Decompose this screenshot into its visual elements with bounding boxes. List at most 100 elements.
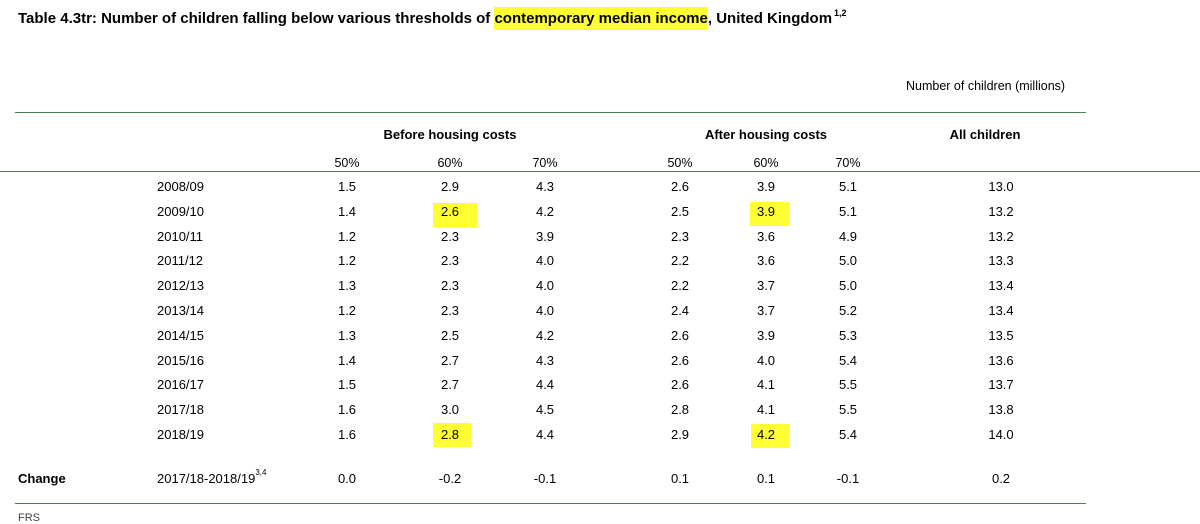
table-cell: 2.5 <box>440 328 460 343</box>
change-label: Change <box>18 471 66 486</box>
table-cell: 4.2 <box>535 204 555 219</box>
bottom-rule <box>15 503 1086 504</box>
table-cell: 1.4 <box>337 353 357 368</box>
table-cell: 1.4 <box>337 204 357 219</box>
table-cell: 4.9 <box>838 229 858 244</box>
table-cell: 3.6 <box>756 229 776 244</box>
table-cell: 4.0 <box>535 303 555 318</box>
row-year: 2010/11 <box>157 229 204 244</box>
col-header-ahc-60: 60% <box>753 156 779 170</box>
table-cell: 13.8 <box>988 402 1014 417</box>
table-cell: 5.5 <box>838 402 858 417</box>
table-cell: 3.6 <box>756 253 776 268</box>
table-cell: 4.3 <box>535 179 555 194</box>
table-cell: 1.6 <box>337 427 357 442</box>
table-cell: 13.2 <box>988 204 1014 219</box>
highlight-marker <box>751 424 789 448</box>
table-cell: 13.3 <box>988 253 1014 268</box>
table-cell: 5.4 <box>838 427 858 442</box>
row-year: 2013/14 <box>157 303 204 318</box>
table-cell: 4.1 <box>756 377 776 392</box>
table-cell: 13.4 <box>988 303 1014 318</box>
table-cell: 4.5 <box>535 402 555 417</box>
table-cell: 4.0 <box>535 253 555 268</box>
table-cell: 13.5 <box>988 328 1014 343</box>
units-note: Number of children (millions) <box>906 79 1066 93</box>
table-cell: 1.2 <box>337 253 357 268</box>
change-footnote-refs: 3,4 <box>255 468 267 477</box>
top-rule <box>15 112 1086 113</box>
table-cell: 14.0 <box>988 427 1014 442</box>
table-cell: 2.6 <box>670 377 690 392</box>
table-cell: 5.1 <box>838 204 858 219</box>
table-cell: 3.9 <box>756 179 776 194</box>
group-header-ahc: After housing costs <box>704 127 828 142</box>
row-year: 2018/19 <box>157 427 204 442</box>
row-year: 2014/15 <box>157 328 204 343</box>
col-header-ahc-50: 50% <box>667 156 693 170</box>
table-cell: 1.2 <box>337 303 357 318</box>
table-cell: 5.5 <box>838 377 858 392</box>
table-cell: 2.5 <box>670 204 690 219</box>
title-prefix: Table 4.3tr: Number of children falling … <box>18 10 495 27</box>
table-cell: 2.4 <box>670 303 690 318</box>
table-cell: 13.6 <box>988 353 1014 368</box>
table-cell: 4.1 <box>756 402 776 417</box>
row-year: 2016/17 <box>157 377 204 392</box>
table-cell: 2.3 <box>440 229 460 244</box>
table-cell: 2.2 <box>670 278 690 293</box>
table-cell: 3.9 <box>756 204 776 219</box>
change-cell: 0.1 <box>670 471 690 486</box>
table-cell: 2.7 <box>440 377 460 392</box>
group-header-bhc: Before housing costs <box>383 127 517 142</box>
table-cell: 4.4 <box>535 377 555 392</box>
table-cell: 5.0 <box>838 278 858 293</box>
table-cell: 2.9 <box>440 179 460 194</box>
title-suffix: , United Kingdom <box>707 10 833 27</box>
table-cell: 5.4 <box>838 353 858 368</box>
table-title: Table 4.3tr: Number of children falling … <box>18 7 847 30</box>
col-header-bhc-50: 50% <box>334 156 360 170</box>
table-cell: 3.7 <box>756 278 776 293</box>
change-cell: -0.2 <box>438 471 462 486</box>
table-cell: 1.2 <box>337 229 357 244</box>
table-cell: 1.3 <box>337 278 357 293</box>
table-cell: 2.3 <box>670 229 690 244</box>
table-cell: 13.2 <box>988 229 1014 244</box>
table-cell: 5.3 <box>838 328 858 343</box>
footer-source: FRS <box>18 512 40 524</box>
table-cell: 1.5 <box>337 377 357 392</box>
change-period-text: 2017/18-2018/19 <box>157 471 256 486</box>
title-footnote-refs: 1,2 <box>834 8 847 18</box>
header-rule <box>0 171 1200 172</box>
table-cell: 2.3 <box>440 253 460 268</box>
table-cell: 13.0 <box>988 179 1014 194</box>
table-cell: 2.7 <box>440 353 460 368</box>
col-header-bhc-70: 70% <box>532 156 558 170</box>
table-cell: 5.0 <box>838 253 858 268</box>
table-cell: 3.9 <box>535 229 555 244</box>
col-header-bhc-60: 60% <box>437 156 463 170</box>
table-cell: 2.3 <box>440 278 460 293</box>
highlight-marker <box>750 202 790 226</box>
table-cell: 3.0 <box>440 402 460 417</box>
change-cell: 0.2 <box>991 471 1011 486</box>
row-year: 2017/18 <box>157 402 204 417</box>
table-cell: 2.2 <box>670 253 690 268</box>
table-cell: 4.2 <box>535 328 555 343</box>
table-cell: 1.5 <box>337 179 357 194</box>
change-cell: 0.0 <box>337 471 357 486</box>
group-header-all-children: All children <box>949 127 1021 142</box>
table-cell: 4.4 <box>535 427 555 442</box>
table-cell: 2.8 <box>670 402 690 417</box>
row-year: 2008/09 <box>157 179 204 194</box>
change-cell: -0.1 <box>836 471 860 486</box>
table-cell: 2.6 <box>440 204 460 219</box>
row-year: 2015/16 <box>157 353 204 368</box>
row-year: 2012/13 <box>157 278 204 293</box>
table-cell: 5.1 <box>838 179 858 194</box>
change-period: 2017/18-2018/193,4 <box>157 468 267 486</box>
change-cell: -0.1 <box>533 471 557 486</box>
table-cell: 2.9 <box>670 427 690 442</box>
col-header-ahc-70: 70% <box>835 156 861 170</box>
